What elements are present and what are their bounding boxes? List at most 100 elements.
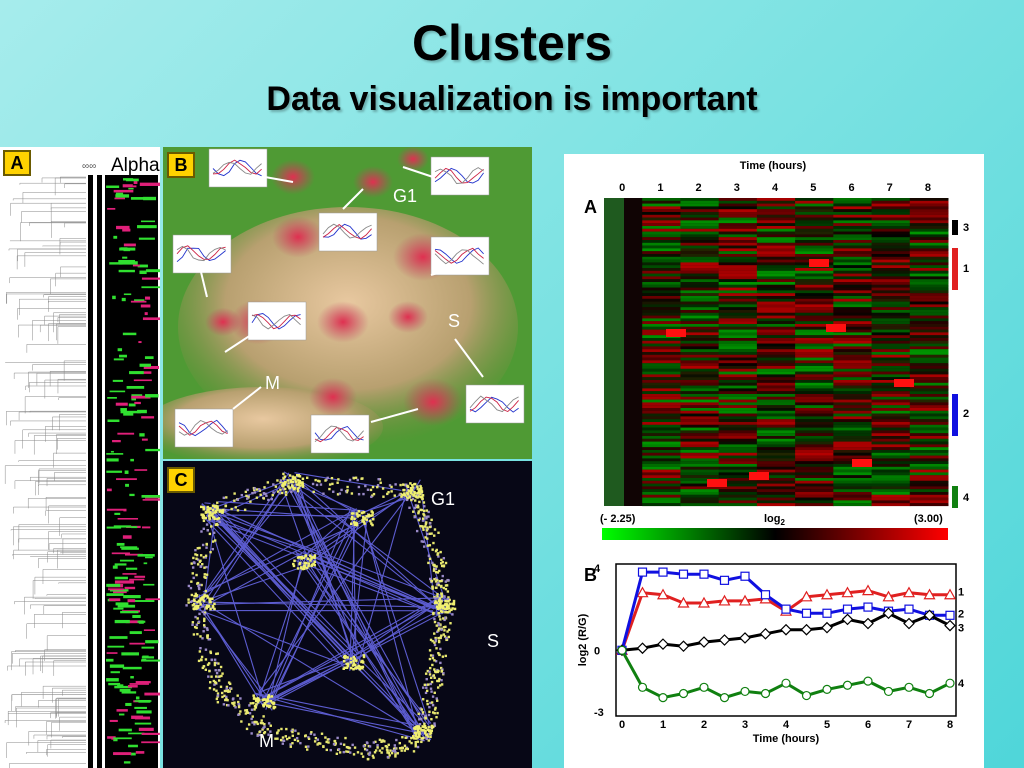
series-point-1: [677, 596, 690, 608]
series-point-3: [718, 634, 731, 646]
series-point-1: [943, 588, 957, 600]
series-point-3: [882, 607, 895, 620]
mini-profile-plot: [430, 156, 490, 196]
cluster-bar-2: [952, 394, 958, 436]
series-point-1: [656, 588, 670, 600]
series-point-1: [738, 594, 752, 606]
series-point-1: [718, 594, 731, 606]
line-chart-panel-label: B: [584, 565, 597, 585]
network-g1-label: G1: [431, 489, 455, 509]
series-point-3: [903, 617, 915, 630]
series-point-4: [740, 686, 750, 697]
landscape-s-label: S: [448, 311, 460, 331]
series-point-4: [719, 692, 730, 703]
landscape-m-label: M: [265, 373, 280, 393]
right-figure: Time (hours) 0 1 2 3 4 5 6 7 8 A 3 1 2 4 (- 2.25…: [577, 160, 970, 745]
series-label-2: 2: [958, 608, 964, 620]
cluster-label-3: 3: [963, 222, 969, 234]
series-point-3: [841, 613, 854, 626]
series-point-3: [739, 632, 751, 644]
cluster-label-2: 2: [963, 408, 969, 420]
series-point-4: [945, 678, 955, 688]
cluster-bar-3: [952, 220, 958, 235]
cluster-strip-2: [97, 175, 102, 768]
series-point-4: [904, 682, 914, 692]
line-chart-x-tick: 2: [701, 719, 707, 731]
mini-profile-plot: [174, 408, 234, 448]
series-point-1: [861, 584, 875, 596]
series-point-4: [617, 645, 627, 655]
series-point-2: [719, 575, 730, 585]
series-point-4: [658, 692, 668, 703]
series-point-2: [801, 608, 812, 618]
mini-profile-plot: [172, 234, 232, 274]
dendrogram-panel: Alpha ∞∞ A: [0, 147, 160, 768]
series-line-4: [620, 649, 951, 700]
panel-b-label: B: [167, 152, 195, 178]
line-chart-xlabel: Time (hours): [753, 733, 820, 745]
series-point-3: [677, 640, 690, 653]
series-point-3: [944, 619, 956, 632]
mini-profile-plot: [208, 148, 268, 188]
slide-title: Clusters: [411, 15, 613, 71]
scale-min-label: (- 2.25): [600, 513, 636, 525]
scale-log-label: log2: [764, 513, 786, 527]
series-point-3: [821, 621, 833, 634]
heatmap-panel-label: A: [584, 197, 597, 217]
series-point-2: [822, 608, 832, 618]
series-point-3: [780, 623, 792, 636]
line-chart-y-tick: -3: [594, 707, 604, 719]
landscape-figure: G1 S M: [163, 147, 532, 459]
network-m-label: M: [259, 731, 274, 751]
cluster-strip-1: [88, 175, 93, 768]
series-point-4: [924, 688, 935, 699]
landscape-g1-label: G1: [393, 186, 417, 206]
line-chart-x-tick: 7: [906, 719, 912, 731]
network-panel: G1 S M C: [163, 461, 532, 768]
right-figure-panel: Time (hours) 0 1 2 3 4 5 6 7 8 A 3 1 2 4 (- 2.25…: [564, 154, 984, 768]
heatmap-time-tick: 1: [657, 182, 663, 194]
series-point-3: [657, 638, 669, 650]
panel-c-label: C: [167, 467, 195, 493]
series-point-1: [902, 586, 916, 598]
line-chart-x-tick: 8: [947, 719, 953, 731]
cluster-label-4: 4: [963, 492, 970, 504]
heatmap-time-tick: 8: [925, 182, 931, 194]
scale-max-label: (3.00): [914, 513, 943, 525]
heatmap-time-tick: 2: [696, 182, 702, 194]
series-point-4: [822, 684, 832, 694]
line-chart-x-tick: 3: [742, 719, 748, 731]
series-label-3: 3: [958, 623, 964, 635]
landscape-panel: G1 S M B: [163, 147, 532, 459]
series-point-1: [923, 588, 936, 600]
series-point-2: [945, 610, 955, 620]
series-point-1: [820, 588, 834, 600]
series-point-2: [678, 569, 689, 579]
network-s-label: S: [487, 631, 499, 651]
series-point-4: [842, 680, 853, 690]
cluster-label-1: 1: [963, 263, 969, 275]
alpha-glyphs-icon: ∞∞: [82, 161, 96, 172]
alpha-label: Alpha: [111, 155, 160, 176]
series-point-3: [636, 642, 649, 655]
series-label-1: 1: [958, 587, 964, 599]
line-chart-ylabel: log2 (R/G): [577, 613, 589, 666]
line-chart-y-tick: 4: [594, 563, 601, 575]
series-point-1: [800, 590, 813, 602]
mini-profile-plot: [310, 414, 370, 454]
series-point-2: [760, 590, 771, 600]
cluster-bar-4: [952, 486, 958, 508]
line-chart-x-tick: 0: [619, 719, 625, 731]
network-figure: G1 S M: [185, 471, 499, 761]
series-point-4: [883, 686, 894, 697]
series-point-2: [904, 604, 914, 614]
heatmap-time-tick: 3: [734, 182, 740, 194]
series-point-1: [841, 586, 854, 598]
series-point-4: [781, 678, 791, 688]
cluster-bar-1: [952, 248, 958, 290]
series-point-1: [697, 596, 711, 608]
series-point-2: [842, 604, 853, 614]
heatmap-time-tick: 5: [810, 182, 816, 194]
slide-subtitle: Data visualization is important: [266, 80, 758, 118]
heatmap-time-tick: 7: [887, 182, 893, 194]
